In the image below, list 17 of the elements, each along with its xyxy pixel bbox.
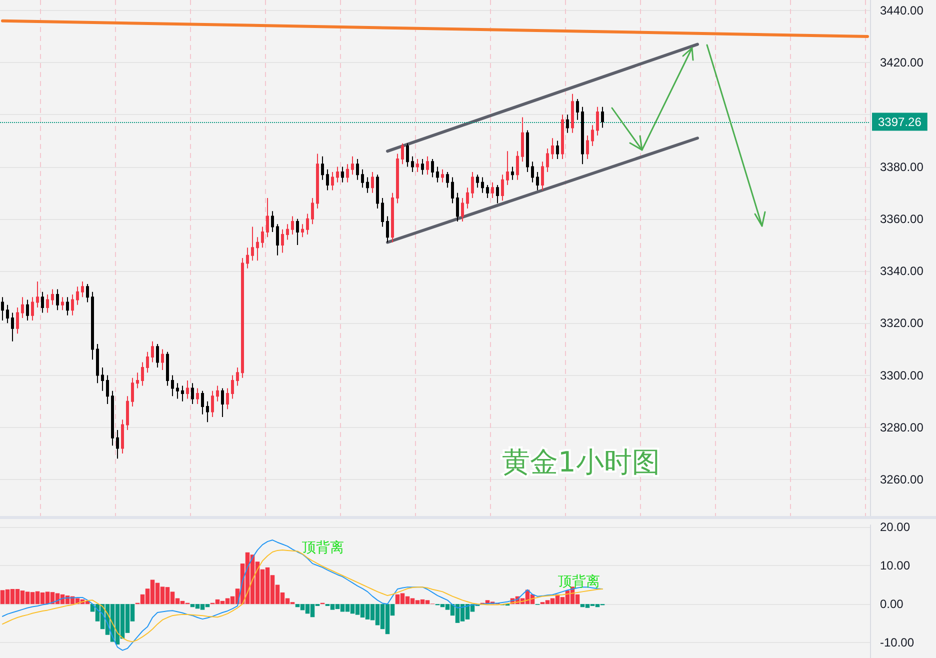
y-tick-label: 10.00 xyxy=(880,558,910,572)
annotation: 顶背离 xyxy=(558,574,600,590)
y-tick-label: 3340.00 xyxy=(880,264,924,278)
annotation: 顶背离 xyxy=(302,540,344,556)
y-tick-label: 3300.00 xyxy=(880,368,924,382)
y-tick-label: 3380.00 xyxy=(880,160,924,174)
y-tick-label: 20.00 xyxy=(880,520,910,534)
annotation: 黄金1小时图 xyxy=(502,446,660,478)
y-tick-label: 3280.00 xyxy=(880,420,924,434)
y-tick-label: 3260.00 xyxy=(880,472,924,487)
y-tick-label: 3440.00 xyxy=(880,3,924,18)
y-tick-label: 0.00 xyxy=(880,597,904,612)
y-tick-label: -10.00 xyxy=(880,636,914,650)
y-tick-label: 3420.00 xyxy=(880,56,924,70)
y-tick-label: 3360.00 xyxy=(880,212,924,226)
y-tick-label: 3320.00 xyxy=(880,316,924,330)
ref-line-label: 3397.26 xyxy=(878,114,922,129)
